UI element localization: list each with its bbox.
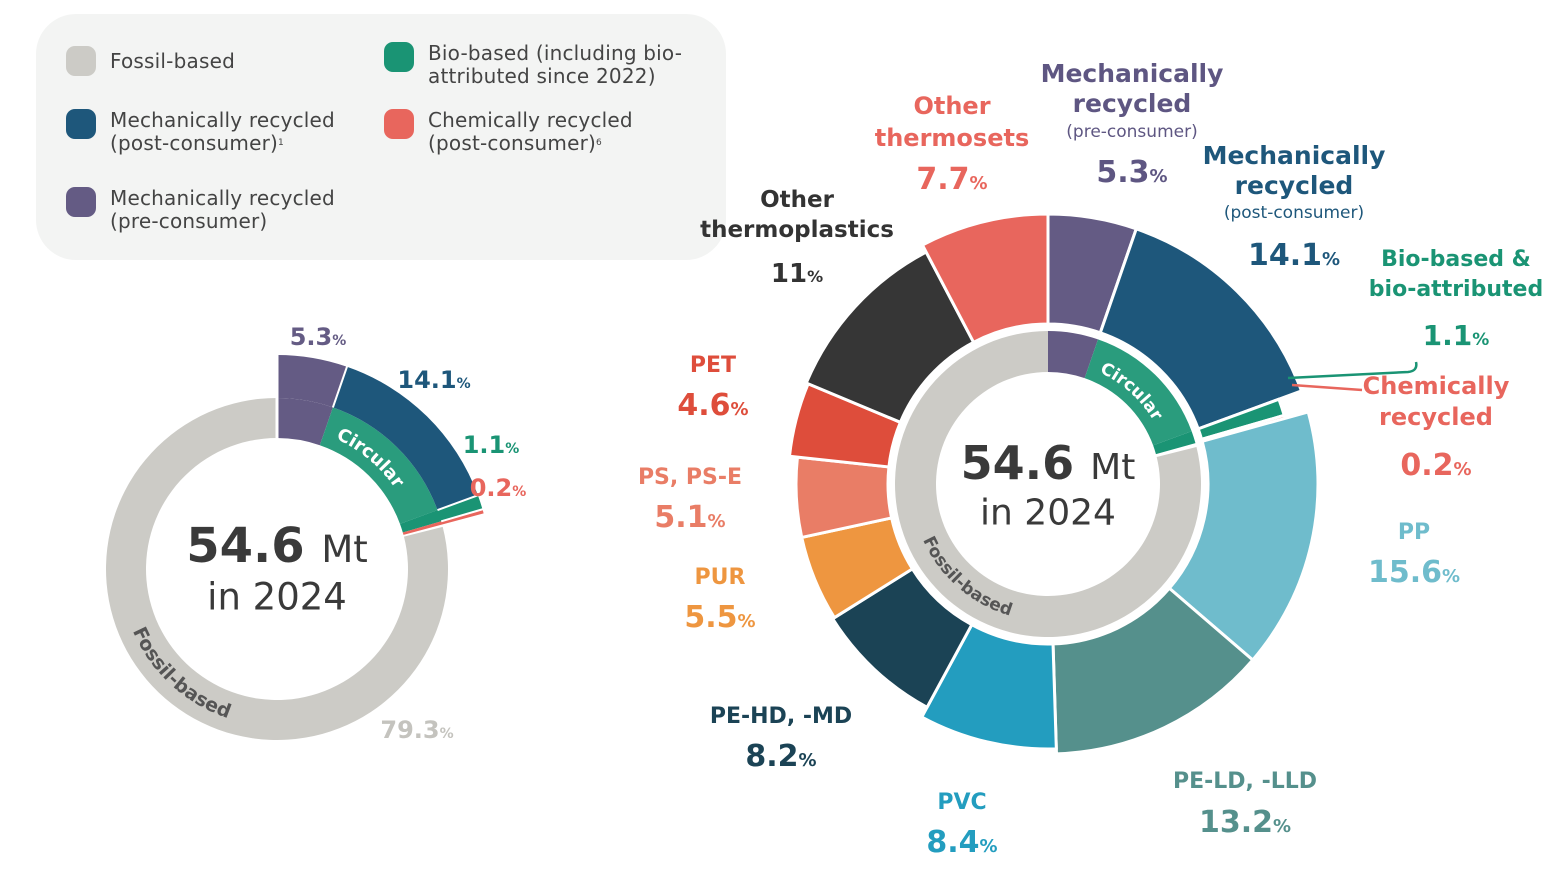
category-label-bio: Bio-based & [1381,247,1531,272]
value-label-right-othts: 7.7% [916,162,987,197]
legend-label-fossil: Fossil-based [110,49,235,73]
legend-item-mech-post: Mechanically recycled (post-consumer)1 [66,109,360,155]
legend-label-mech-pre: Mechanically recycled (pre-consumer) [110,186,335,233]
category-label-chem: recycled [1379,403,1493,431]
legend-panel: Fossil-based Mechanically recycled (post… [36,14,726,260]
value-label-right-ps: 5.1% [654,500,725,535]
slice-mech-pre [277,355,347,408]
inner-ring-bio [1153,431,1196,455]
value-label-right-peld: 13.2% [1199,805,1291,840]
left-center-total: 54.6 Mt [186,518,368,574]
legend-label-bio: Bio-based (including bio-attributed sinc… [428,41,683,88]
chem-leader-line [1291,383,1363,392]
value-label-left-mech_pre: 5.3% [290,323,347,351]
right-center-total: 54.6 Mt [961,436,1136,490]
circular-band [319,407,438,524]
legend-swatch-mech-post [66,109,96,139]
category-label-mech-pre: (pre-consumer) [1066,122,1197,142]
value-label-left-bio: 1.1% [463,431,520,459]
legend-item-mech-pre: Mechanically recycled (pre-consumer) [66,187,360,233]
inner-ring-mech-pre [1048,331,1099,379]
value-label-right-chem: 0.2% [1400,448,1471,483]
value-label-right-pehd: 8.2% [745,739,816,774]
category-label-pet: PET [690,353,736,378]
category-label-othts: Other [913,92,990,120]
category-label-othtp: thermoplastics [700,217,894,243]
value-label-right-pvc: 8.4% [926,825,997,860]
legend-item-bio: Bio-based (including bio-attributed sinc… [384,42,718,88]
legend-swatch-fossil [66,46,96,76]
legend-swatch-bio [384,42,414,72]
category-label-pur: PUR [695,565,746,590]
legend-label-chem: Chemically recycled (post-consumer)6 [428,108,633,155]
bio-leader-line [1287,361,1418,380]
value-label-right-bio: 1.1% [1423,319,1490,352]
value-label-left-fossil: 79.3% [380,716,453,744]
slice-bio [399,495,483,533]
category-label-othts: thermosets [875,124,1030,152]
category-label-mech-post: Mechanically [1203,141,1386,170]
left-center-year: in 2024 [207,576,347,619]
value-label-right-mech_pre: 5.3% [1096,155,1167,190]
value-label-right-pur: 5.5% [684,600,755,635]
category-label-peld: PE-LD, -LLD [1173,769,1317,794]
category-label-pvc: PVC [937,790,986,815]
category-label-chem: Chemically [1363,372,1510,400]
inner-ring-circular [1084,339,1192,446]
category-label-mech-post: (post-consumer) [1224,203,1364,223]
category-label-ps: PS, PS-E [638,465,742,490]
category-label-mech-post: recycled [1235,171,1354,200]
right-center-year: in 2024 [980,493,1116,534]
slice-mech-post [332,366,478,511]
value-label-right-pp: 15.6% [1368,555,1460,590]
category-label-mech-pre: recycled [1073,89,1192,118]
category-label-othtp: Other [760,187,835,213]
legend-swatch-mech-pre [66,187,96,217]
legend-label-mech-post: Mechanically recycled (post-consumer)1 [110,108,335,155]
category-label-mech-pre: Mechanically [1041,59,1224,88]
value-label-left-chem: 0.2% [470,474,527,502]
category-label-bio: bio-attributed [1369,277,1543,302]
value-label-right-pet: 4.6% [677,388,748,423]
value-label-right-mech_post: 14.1% [1248,238,1340,273]
legend-swatch-chem [384,109,414,139]
left-donut-chart: CircularFossil-based5.3%14.1%1.1%0.2%79.… [106,323,526,744]
category-label-pp: PP [1398,520,1430,545]
legend-item-fossil: Fossil-based [66,46,235,76]
value-label-left-mech_post: 14.1% [397,366,470,394]
category-label-pehd: PE-HD, -MD [710,704,852,729]
slice-mech-pre-inner [277,398,333,446]
value-label-right-othtp: 11% [771,259,823,289]
legend-item-chem: Chemically recycled (post-consumer)6 [384,109,668,155]
